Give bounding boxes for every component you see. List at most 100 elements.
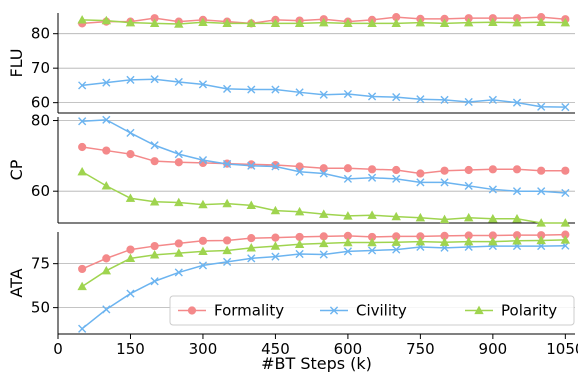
- data-point-civility: [126, 128, 135, 137]
- data-point-polarity: [512, 235, 522, 245]
- data-point-polarity: [391, 18, 401, 28]
- data-point-formality: [367, 165, 377, 174]
- data-point-civility: [319, 250, 328, 259]
- x-tick-label: 900: [479, 340, 508, 358]
- series-civility: [78, 75, 570, 112]
- series-polarity: [77, 166, 571, 227]
- x-tick-label: 600: [334, 340, 363, 358]
- legend-marker-polarity: [474, 305, 484, 315]
- data-point-formality: [416, 169, 425, 178]
- data-point-polarity: [77, 281, 87, 291]
- data-point-civility: [223, 257, 232, 266]
- data-point-polarity: [174, 19, 184, 28]
- data-point-polarity: [198, 246, 208, 256]
- data-point-polarity: [343, 237, 353, 247]
- data-point-civility: [174, 77, 183, 87]
- y-tick-label: 60: [31, 94, 50, 112]
- data-point-civility: [367, 92, 377, 101]
- data-point-civility: [512, 187, 522, 196]
- data-point-polarity: [512, 17, 522, 27]
- data-point-civility: [126, 75, 135, 84]
- legend-label: Polarity: [501, 302, 557, 320]
- data-point-formality: [464, 165, 473, 175]
- data-point-civility: [343, 89, 353, 99]
- x-axis-label: #BT Steps (k): [261, 354, 372, 372]
- x-tick-label: 450: [261, 340, 290, 358]
- data-point-civility: [367, 246, 377, 255]
- data-point-civility: [198, 80, 208, 89]
- data-point-polarity: [391, 211, 401, 221]
- data-point-polarity: [125, 193, 136, 202]
- data-point-polarity: [149, 18, 160, 28]
- data-point-polarity: [294, 206, 305, 216]
- data-point-polarity: [463, 236, 474, 246]
- data-point-polarity: [198, 17, 208, 26]
- data-point-polarity: [222, 245, 232, 255]
- data-point-polarity: [149, 196, 160, 206]
- data-point-polarity: [174, 248, 184, 257]
- y-tick-label: 50: [31, 299, 50, 317]
- data-point-civility: [174, 150, 183, 159]
- legend-entry-polarity: Polarity: [465, 302, 557, 320]
- data-point-civility: [78, 81, 87, 90]
- data-point-civility: [343, 174, 353, 183]
- data-point-polarity: [125, 253, 136, 263]
- data-point-civility: [78, 117, 87, 126]
- data-point-formality: [126, 245, 135, 254]
- data-point-polarity: [415, 17, 426, 27]
- data-point-civility: [416, 95, 425, 104]
- data-point-civility: [102, 78, 111, 87]
- data-point-polarity: [246, 18, 256, 28]
- data-point-polarity: [512, 213, 522, 223]
- data-point-formality: [174, 239, 183, 248]
- data-point-civility: [343, 247, 353, 256]
- data-point-civility: [174, 268, 183, 277]
- legend-marker-civility: [329, 306, 339, 315]
- data-point-formality: [271, 233, 280, 242]
- data-point-polarity: [463, 17, 474, 27]
- data-point-polarity: [367, 18, 377, 28]
- data-point-polarity: [77, 15, 87, 24]
- data-point-polarity: [198, 199, 208, 209]
- data-point-civility: [295, 249, 304, 259]
- data-point-polarity: [174, 197, 184, 207]
- data-point-formality: [512, 165, 522, 174]
- panel-cp: 60 80 CP: [7, 112, 575, 227]
- data-point-civility: [295, 88, 304, 97]
- legend-label: Civility: [356, 302, 407, 320]
- data-point-civility: [247, 254, 256, 263]
- data-point-polarity: [488, 213, 498, 223]
- series-formality: [78, 142, 570, 178]
- data-point-civility: [440, 95, 449, 104]
- legend-entry-formality: Formality: [178, 302, 284, 320]
- data-point-polarity: [560, 17, 571, 27]
- data-point-polarity: [391, 237, 401, 246]
- data-point-polarity: [415, 236, 426, 246]
- data-point-formality: [247, 160, 256, 169]
- data-point-polarity: [560, 218, 571, 227]
- data-point-formality: [174, 158, 183, 167]
- data-point-polarity: [439, 214, 450, 224]
- data-point-polarity: [149, 250, 160, 259]
- data-point-polarity: [319, 209, 329, 218]
- data-point-civility: [392, 93, 401, 102]
- data-point-civility: [271, 85, 280, 94]
- panel-ata: 50 75 ATA: [7, 230, 575, 335]
- data-point-civility: [150, 75, 159, 84]
- y-tick-label: 60: [31, 182, 50, 200]
- data-point-formality: [102, 146, 111, 155]
- data-point-civility: [488, 185, 497, 194]
- data-point-formality: [198, 236, 208, 245]
- legend-marker-formality: [187, 306, 197, 315]
- data-point-polarity: [463, 212, 474, 222]
- data-point-civility: [271, 252, 280, 261]
- data-point-formality: [488, 165, 497, 174]
- data-point-civility: [295, 167, 304, 176]
- y-axis-label: FLU: [7, 48, 26, 77]
- data-point-polarity: [270, 241, 281, 250]
- data-point-polarity: [270, 18, 281, 28]
- data-point-formality: [561, 166, 570, 175]
- data-point-civility: [367, 173, 377, 182]
- series-polarity: [77, 15, 571, 28]
